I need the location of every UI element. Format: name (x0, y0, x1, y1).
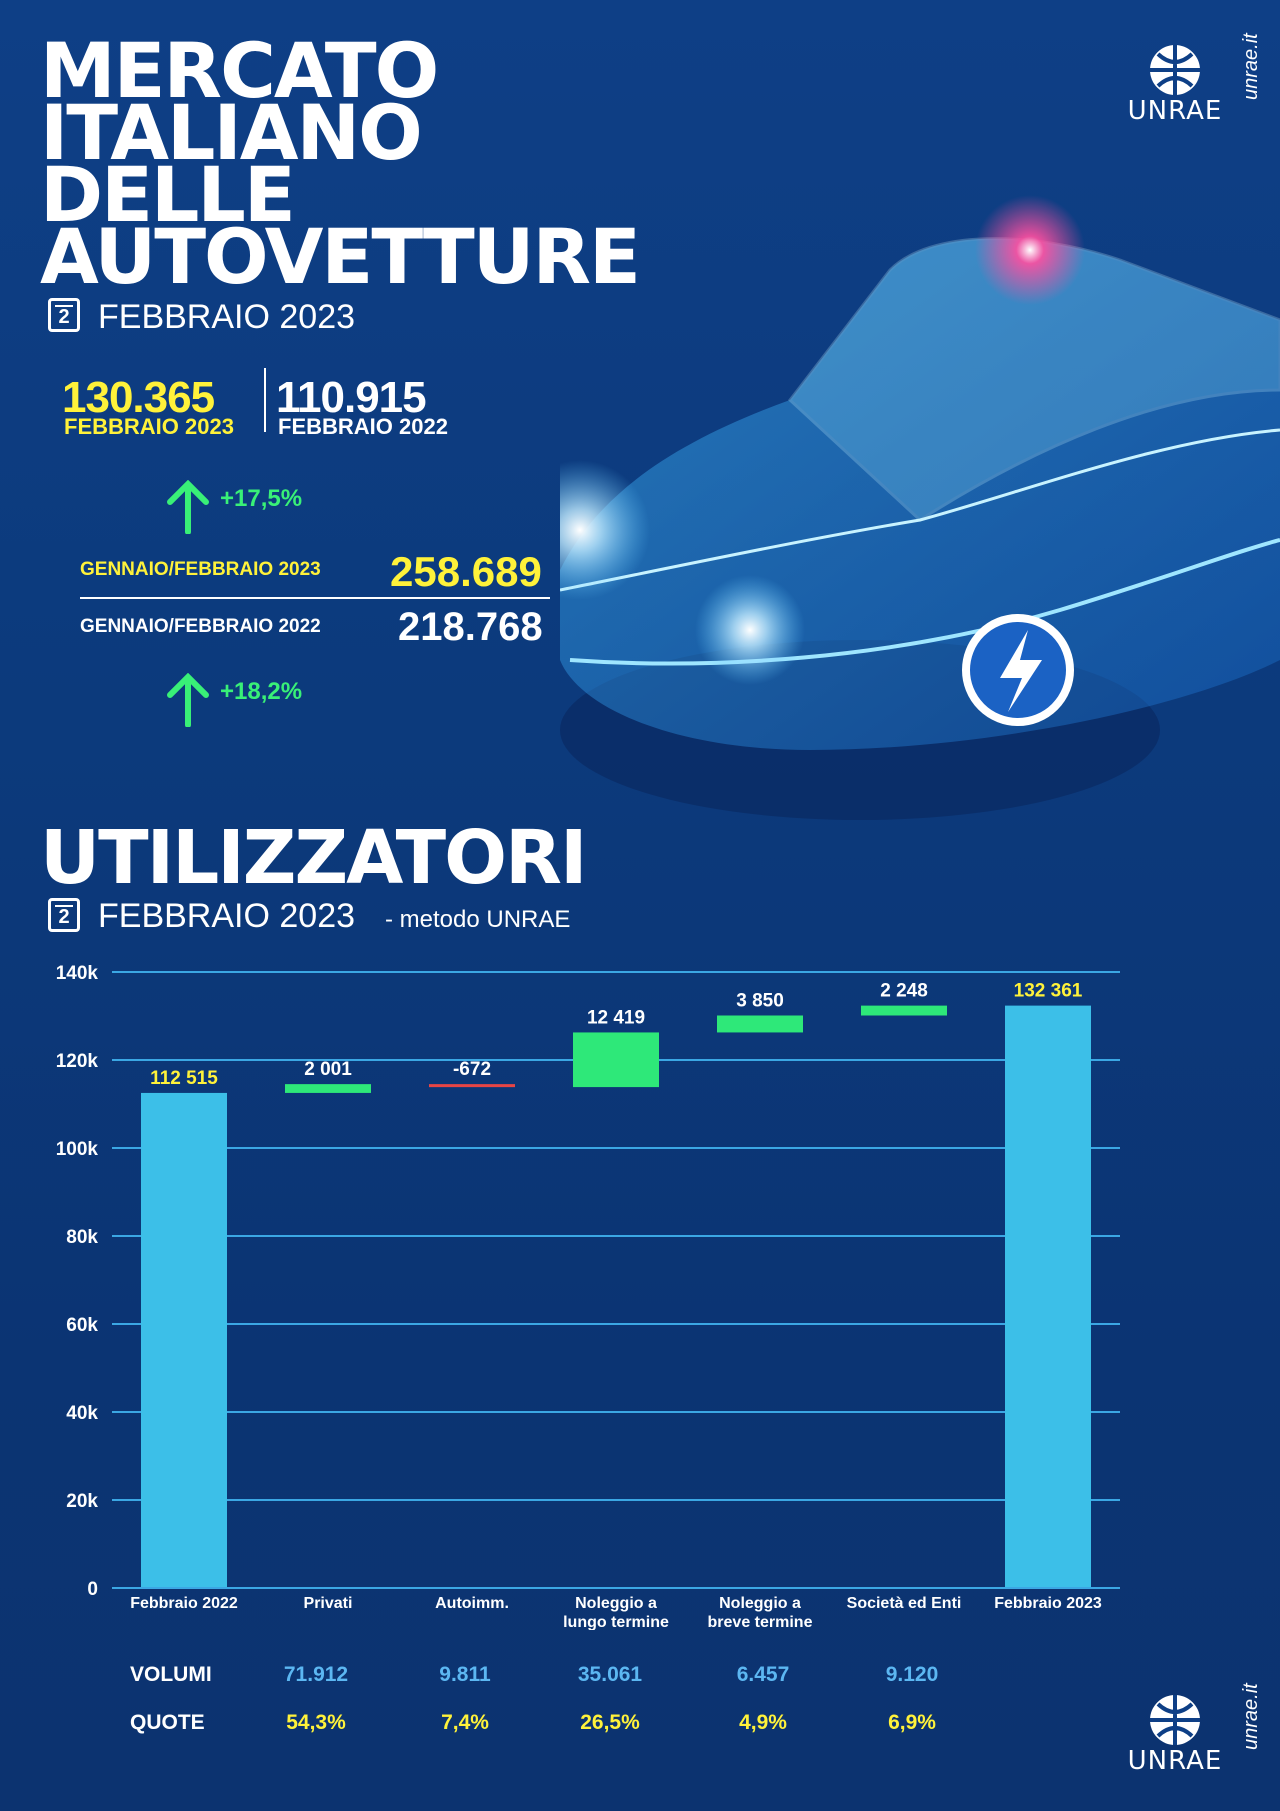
bar (1005, 1005, 1091, 1588)
y-tick-label: 80k (66, 1227, 98, 1248)
ytd-previous-value: 218.768 (398, 605, 543, 649)
x-tick-label: Società ed Enti (847, 1595, 962, 1612)
unrae-logo-bottom: UNRAE (1125, 1690, 1225, 1776)
bar (141, 1092, 227, 1588)
shares-label: QUOTE (130, 1711, 205, 1734)
calendar-icon: 2 (48, 298, 80, 332)
bar (573, 1032, 659, 1088)
data-label: 2 248 (880, 981, 928, 1002)
x-tick-label: Noleggio a lungo termine (563, 1595, 669, 1630)
section-period: FEBBRAIO 2023 (98, 897, 356, 935)
y-tick-label: 120k (56, 1051, 99, 1072)
ytd-change: +18,2% (220, 678, 303, 705)
share-value: 26,5% (580, 1711, 640, 1734)
current-month-label: FEBBRAIO 2023 (64, 414, 234, 439)
volume-value: 9.120 (885, 1663, 939, 1686)
bar (285, 1084, 371, 1093)
x-tick-label: Noleggio a breve termine (708, 1595, 813, 1630)
globe-icon (1150, 45, 1200, 95)
y-tick-label: 60k (66, 1315, 98, 1336)
y-tick-label: 20k (66, 1491, 98, 1512)
section-title: UTILIZZATORI (40, 815, 588, 901)
logo-text: UNRAE (1127, 1746, 1223, 1776)
site-url: unrae.it (1240, 1683, 1262, 1750)
stats-divider (264, 368, 266, 432)
share-value: 54,3% (286, 1711, 346, 1734)
share-value: 6,9% (888, 1711, 936, 1734)
current-month-value: 130.365 (62, 373, 215, 422)
bar (429, 1084, 515, 1088)
logo-text: UNRAE (1127, 96, 1223, 126)
data-label: 3 850 (736, 991, 784, 1012)
hero-title-line: AUTOVETTURE (40, 212, 641, 301)
y-tick-label: 40k (66, 1403, 98, 1424)
data-label: 112 515 (150, 1068, 218, 1089)
month-change: +17,5% (220, 485, 303, 512)
volume-value: 6.457 (736, 1663, 790, 1686)
ytd-previous-label: GENNAIO/FEBBRAIO 2022 (80, 616, 321, 637)
data-label: 12 419 (587, 1007, 645, 1028)
car-illustration (560, 195, 1280, 820)
y-tick-label: 0 (87, 1579, 98, 1600)
calendar-day: 2 (58, 306, 70, 328)
waterfall-chart: 0 20k 40k 60k 80k 100k 120k 140k 112 515 Febbraio… (56, 963, 1120, 1630)
bar (717, 1015, 803, 1033)
volume-value: 35.061 (577, 1663, 643, 1686)
previous-month-value: 110.915 (276, 373, 427, 422)
hero-title-line: DELLE (40, 150, 296, 239)
site-url: unrae.it (1240, 33, 1262, 100)
data-label: 2 001 (304, 1059, 352, 1080)
x-tick-label: Febbraio 2023 (994, 1595, 1102, 1612)
y-tick-label: 100k (56, 1139, 99, 1160)
ytd-current-value: 258.689 (390, 548, 542, 595)
unrae-logo: UNRAE (1125, 40, 1225, 126)
share-value: 7,4% (441, 1711, 489, 1734)
previous-month-label: FEBBRAIO 2022 (278, 414, 448, 439)
calendar-day: 2 (58, 906, 70, 928)
up-arrow-icon (166, 480, 210, 534)
globe-icon (1150, 1695, 1200, 1745)
x-tick-label: Autoimm. (435, 1595, 509, 1612)
volume-value: 71.912 (283, 1663, 349, 1686)
data-label: -672 (453, 1059, 491, 1080)
y-tick-label: 140k (56, 963, 99, 984)
hero-title: MERCATO ITALIANO DELLE AUTOVETTURE (40, 26, 641, 301)
share-value: 4,9% (739, 1711, 787, 1734)
section-method: - metodo UNRAE (385, 906, 571, 933)
bar (861, 1005, 947, 1016)
ytd-divider (80, 597, 550, 599)
volume-value: 9.811 (439, 1663, 491, 1686)
x-tick-label: Privati (304, 1595, 353, 1612)
up-arrow-icon (166, 673, 210, 727)
calendar-icon: 2 (48, 898, 80, 932)
x-tick-label: Febbraio 2022 (130, 1595, 238, 1612)
hero-title-line: ITALIANO (40, 88, 423, 177)
period-label: FEBBRAIO 2023 (98, 298, 356, 336)
hero-title-line: MERCATO (40, 26, 439, 115)
volumes-label: VOLUMI (130, 1663, 212, 1686)
data-label: 132 361 (1014, 981, 1083, 1002)
ytd-current-label: GENNAIO/FEBBRAIO 2023 (80, 559, 321, 580)
